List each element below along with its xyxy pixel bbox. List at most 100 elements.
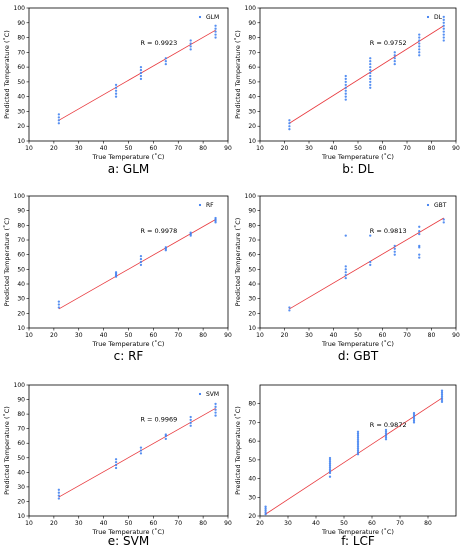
x-tick-label: 20 — [50, 145, 58, 152]
data-point — [288, 119, 291, 122]
x-tick-label: 70 — [403, 145, 411, 152]
y-tick-label: 60 — [248, 64, 256, 71]
data-point — [384, 438, 388, 441]
data-point — [344, 83, 347, 86]
data-point — [356, 453, 360, 456]
data-point — [442, 24, 445, 27]
data-point — [418, 39, 421, 42]
data-point — [189, 231, 192, 234]
data-point — [189, 39, 192, 42]
data-point — [442, 21, 445, 24]
legend-marker — [198, 392, 202, 396]
data-point — [393, 57, 396, 60]
data-point — [418, 232, 421, 236]
x-tick-label: 50 — [354, 145, 362, 152]
r-annotation: R = 0.9872 — [370, 421, 407, 429]
y-tick-label: 100 — [245, 5, 257, 12]
data-point — [189, 424, 192, 427]
data-point — [393, 60, 396, 63]
data-point — [384, 428, 388, 432]
data-point — [369, 65, 372, 69]
y-tick-label: 70 — [17, 49, 25, 56]
data-point — [356, 441, 360, 445]
data-point — [189, 418, 192, 422]
regression-line — [58, 407, 216, 498]
data-point — [288, 128, 291, 131]
data-point — [356, 445, 360, 448]
x-tick-label: 10 — [25, 332, 33, 339]
data-point — [344, 92, 347, 95]
x-tick-label: 70 — [174, 332, 182, 339]
data-point — [164, 63, 167, 66]
data-point — [369, 74, 372, 78]
data-point — [57, 494, 60, 497]
r-annotation: R = 0.9752 — [370, 39, 407, 47]
y-tick-label: 50 — [248, 79, 256, 86]
plot-area — [259, 7, 457, 142]
data-point — [442, 27, 445, 30]
legend-marker — [198, 203, 202, 207]
x-tick-label: 40 — [100, 520, 108, 527]
data-point — [264, 507, 267, 510]
y-tick-label: 40 — [248, 94, 256, 101]
data-point — [369, 263, 372, 267]
data-point — [356, 436, 360, 439]
y-tick-label: 80 — [248, 222, 256, 229]
data-point — [264, 505, 267, 508]
data-point — [139, 254, 143, 258]
data-point — [328, 462, 332, 465]
data-point — [356, 430, 360, 433]
y-tick-label: 60 — [17, 64, 25, 71]
data-point — [442, 221, 445, 224]
x-tick-label: 30 — [305, 145, 313, 152]
x-tick-label: 40 — [330, 145, 338, 152]
x-tick-label: 70 — [174, 145, 182, 152]
data-point — [393, 63, 396, 66]
data-point — [214, 33, 217, 36]
y-tick-label: 10 — [17, 138, 25, 145]
x-tick-label: 30 — [75, 145, 83, 152]
y-tick-label: 70 — [17, 237, 25, 244]
x-tick-label: 30 — [75, 520, 83, 527]
data-point — [328, 466, 332, 469]
x-tick-label: 90 — [224, 332, 232, 339]
data-point — [139, 260, 143, 264]
y-tick-label: 40 — [248, 476, 256, 483]
data-point — [440, 395, 444, 398]
data-point — [344, 89, 347, 92]
y-tick-label: 70 — [248, 419, 256, 426]
y-tick-label: 40 — [248, 281, 256, 288]
data-point — [356, 449, 360, 452]
data-point — [356, 443, 360, 447]
y-tick-label: 100 — [14, 382, 26, 389]
y-axis-label: Predicted Temperature (˚C) — [234, 406, 242, 495]
panel-caption: a: GLM — [108, 162, 150, 176]
legend-marker — [426, 15, 430, 19]
data-point — [393, 54, 396, 57]
data-point — [57, 113, 60, 116]
r-annotation: R = 0.9978 — [140, 227, 177, 235]
data-point — [418, 244, 421, 248]
data-point — [356, 439, 360, 443]
data-point — [139, 446, 143, 449]
data-point — [328, 475, 332, 478]
x-tick-label: 20 — [256, 520, 264, 527]
data-point — [328, 468, 332, 471]
data-point — [442, 39, 445, 42]
data-point — [442, 18, 445, 21]
x-tick-label: 70 — [174, 520, 182, 527]
plot-area — [28, 195, 229, 329]
x-tick-label: 50 — [125, 520, 133, 527]
x-tick-label: 60 — [150, 145, 158, 152]
data-point — [418, 36, 421, 39]
data-point — [114, 83, 118, 86]
y-tick-label: 100 — [245, 193, 257, 200]
data-point — [369, 57, 372, 60]
legend-label: GLM — [206, 14, 219, 21]
y-tick-label: 50 — [248, 266, 256, 273]
data-point — [418, 54, 421, 57]
y-tick-label: 10 — [248, 138, 256, 145]
y-tick-label: 30 — [17, 484, 25, 491]
data-point — [418, 33, 421, 36]
y-tick-label: 20 — [248, 310, 256, 317]
